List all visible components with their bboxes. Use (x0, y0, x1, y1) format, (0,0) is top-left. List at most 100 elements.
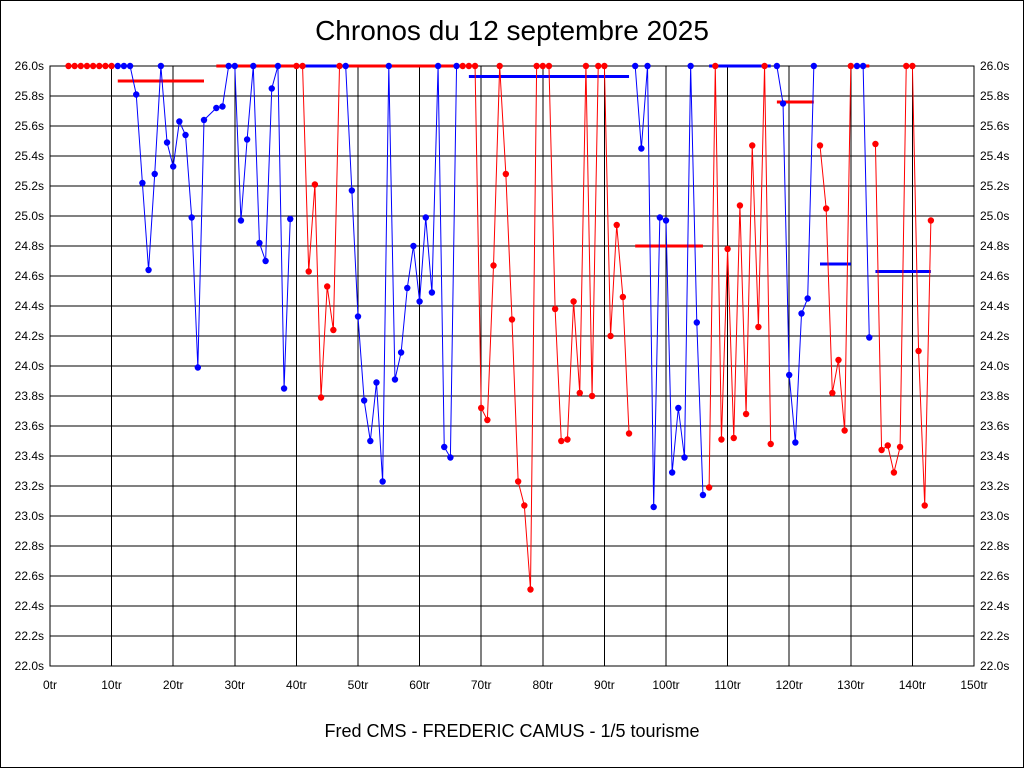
data-point (527, 586, 534, 593)
data-point (96, 62, 103, 70)
x-tick-label: 80tr (532, 678, 553, 692)
data-point (465, 62, 473, 70)
y-tick-label-right: 25.0s (980, 209, 1009, 223)
plot-border (49, 65, 975, 667)
data-point (632, 62, 639, 70)
data-point (478, 404, 485, 412)
y-tick-label-right: 24.2s (980, 329, 1009, 343)
data-point (601, 62, 608, 70)
y-tick-label-right: 23.8s (980, 389, 1009, 403)
data-point (213, 104, 220, 112)
data-point (126, 62, 134, 70)
data-point (927, 217, 935, 224)
x-tick-label: 0tr (43, 678, 57, 692)
y-tick-label: 22.8s (15, 539, 44, 553)
data-point (786, 371, 793, 379)
data-point (262, 257, 269, 265)
data-point (360, 397, 368, 404)
x-tick-label: 50tr (348, 678, 369, 692)
data-point (576, 389, 583, 397)
data-point (342, 62, 349, 70)
data-point (373, 379, 380, 386)
data-point (607, 332, 614, 340)
data-point (219, 103, 226, 110)
data-point (484, 416, 491, 424)
data-point (816, 142, 824, 149)
data-point (644, 62, 651, 70)
data-point (139, 179, 146, 187)
data-point (250, 62, 257, 70)
x-tick-label: 130tr (837, 678, 864, 692)
data-point (662, 217, 670, 224)
data-point (539, 62, 546, 70)
x-tick-label: 20tr (163, 678, 184, 692)
data-point (102, 62, 109, 70)
data-point (453, 62, 460, 70)
data-point (237, 217, 245, 224)
data-point (287, 215, 294, 223)
y-tick-label: 25.8s (15, 89, 44, 103)
data-point (718, 436, 725, 443)
y-tick-label: 25.4s (15, 149, 44, 163)
data-point (83, 62, 91, 70)
data-point (687, 62, 694, 70)
data-point (514, 478, 522, 485)
data-point (490, 262, 497, 269)
data-point (872, 140, 879, 148)
data-point (268, 85, 275, 92)
data-point (397, 349, 405, 356)
data-point (533, 62, 540, 70)
data-point (761, 62, 768, 70)
data-point (829, 389, 836, 397)
data-point (280, 385, 288, 392)
data-point (151, 170, 158, 178)
data-point (619, 293, 627, 301)
data-point (779, 100, 787, 107)
data-point (77, 62, 85, 70)
data-point (348, 187, 356, 194)
data-point (471, 62, 479, 70)
y-tick-label: 25.0s (15, 209, 44, 223)
data-point (200, 116, 208, 124)
data-point (859, 62, 867, 70)
y-tick-label-right: 26.0s (980, 59, 1009, 73)
data-point (588, 392, 596, 400)
series-line (117, 65, 291, 389)
data-point (638, 145, 645, 152)
y-tick-label: 24.0s (15, 359, 44, 373)
data-point (71, 62, 78, 70)
data-point (853, 62, 861, 70)
x-tick-label: 30tr (224, 678, 245, 692)
x-tick-label: 40tr (286, 678, 307, 692)
data-point (564, 436, 571, 443)
data-point (145, 266, 152, 274)
series-line (296, 65, 341, 398)
data-point (724, 245, 731, 253)
y-tick-label-right: 25.2s (980, 179, 1009, 193)
y-tick-label: 24.8s (15, 239, 44, 253)
data-point (324, 283, 331, 290)
y-tick-label: 24.4s (15, 299, 44, 313)
series-line (634, 65, 704, 508)
y-tick-label: 22.4s (15, 599, 44, 613)
data-point (502, 170, 510, 178)
data-point (496, 62, 503, 70)
x-tick-label: 10tr (101, 678, 122, 692)
chart-title: Chronos du 12 septembre 2025 (315, 15, 709, 46)
data-point (909, 62, 916, 70)
data-point (792, 439, 799, 446)
data-point (317, 394, 325, 401)
data-point (810, 62, 818, 70)
y-tick-label: 22.6s (15, 569, 44, 583)
x-tick-label: 100tr (652, 678, 679, 692)
data-point (293, 62, 300, 70)
data-point (163, 139, 171, 146)
data-point (767, 440, 774, 448)
data-point (545, 62, 553, 70)
y-tick-label-right: 22.6s (980, 569, 1009, 583)
data-point (422, 214, 429, 221)
data-point (379, 478, 386, 485)
data-point (558, 437, 565, 445)
y-tick-label: 23.4s (15, 449, 44, 463)
y-tick-label: 23.8s (15, 389, 44, 403)
